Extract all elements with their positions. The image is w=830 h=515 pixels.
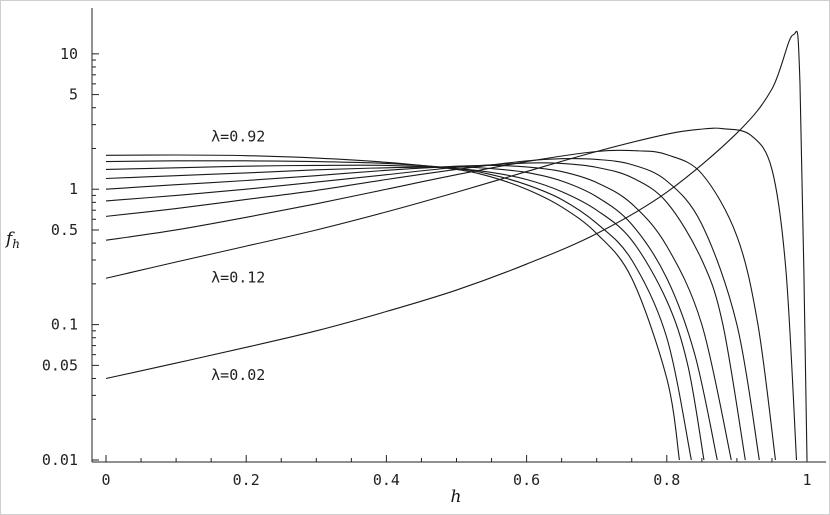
y-tick-label: 10 — [60, 45, 78, 63]
curve-3 — [105, 158, 760, 461]
y-tick-label: 0.05 — [42, 356, 78, 374]
x-tick-label: 0.6 — [513, 471, 540, 489]
curve-6 — [105, 166, 718, 461]
y-tick-label: 5 — [69, 86, 78, 104]
y-axis-label-main: f — [4, 229, 15, 249]
y-tick-label: 0.01 — [42, 451, 78, 469]
x-tick-label: 0.8 — [653, 471, 680, 489]
x-tick-label: 0 — [101, 471, 110, 489]
x-tick-label: 0.2 — [233, 471, 260, 489]
curve-2 — [105, 149, 776, 461]
labels: h fh λ=0.92λ=0.12λ=0.02 — [4, 128, 461, 507]
y-axis-label: fh — [4, 229, 20, 251]
x-tick-label: 1 — [802, 471, 811, 489]
x-tick-label: 0.4 — [373, 471, 400, 489]
annotation-2: λ=0.02 — [211, 366, 265, 384]
curve-0 — [105, 30, 808, 461]
curve-9 — [105, 154, 680, 461]
y-tick-label: 1 — [69, 180, 78, 198]
annotation-1: λ=0.12 — [211, 268, 265, 286]
curve-7 — [105, 164, 705, 461]
curves — [105, 30, 808, 461]
x-axis-label: h — [451, 487, 462, 507]
y-axis-label-sub: h — [12, 237, 20, 251]
axes: 0.01 0.05 0.1 0.5 1 5 10 0 0.2 0.4 0.6 0.8 1 — [42, 8, 826, 489]
curve-5 — [105, 164, 732, 461]
y-tick-label: 0.1 — [51, 316, 78, 334]
curve-8 — [105, 160, 692, 461]
annotation-0: λ=0.92 — [211, 128, 265, 146]
curve-1 — [105, 127, 798, 461]
curve-4 — [105, 162, 746, 461]
y-tick-label: 0.5 — [51, 221, 78, 239]
